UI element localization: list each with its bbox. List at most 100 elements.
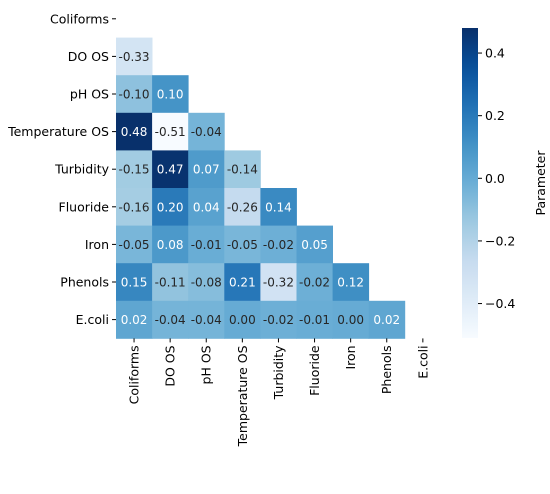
cell-value-label: 0.00 (337, 313, 364, 327)
heatmap-cell (332, 300, 370, 339)
heatmap-cell (116, 112, 153, 151)
heatmap-cell (116, 263, 153, 302)
x-tick-label: Turbidity (271, 345, 286, 401)
heatmap-cell (224, 300, 261, 339)
cell-value-label: 0.20 (157, 200, 184, 214)
cell-value-label: -0.08 (191, 276, 222, 290)
x-tick-label: DO OS (163, 345, 178, 386)
x-tick-label: Phenols (379, 345, 394, 394)
heatmap-cell (188, 188, 225, 226)
cell-value-label: -0.14 (227, 163, 258, 177)
heatmap-cell (152, 300, 189, 339)
x-tick-label: Fluoride (307, 345, 322, 396)
cell-value-label: -0.15 (119, 163, 150, 177)
cell-value-label: 0.02 (121, 313, 148, 327)
colorbar: 0.4 0.2 0.0 −0.2 −0.4 Parameter (462, 28, 548, 338)
cell-value-label: -0.04 (191, 313, 222, 327)
colorbar-tick-label: 0.4 (485, 46, 505, 61)
heatmap-cell (260, 225, 297, 264)
heatmap-cell (188, 150, 225, 189)
heatmap-cell (152, 150, 189, 189)
heatmap-cell (152, 263, 189, 302)
y-tick-label: E.coli (76, 312, 109, 327)
cell-value-label: -0.04 (155, 313, 186, 327)
heatmap-cell (260, 263, 297, 302)
heatmap-cell (116, 37, 153, 76)
cell-value-label: -0.01 (191, 238, 222, 252)
heatmap-cell (332, 263, 370, 302)
cell-value-label: 0.00 (229, 313, 256, 327)
x-tick-label: E.coli (415, 345, 430, 378)
cell-value-label: 0.12 (337, 276, 364, 290)
cell-value-label: -0.10 (119, 88, 150, 102)
heatmap-cell (296, 263, 333, 302)
y-tick-label: Temperature OS (7, 124, 109, 139)
cell-value-label: -0.02 (299, 276, 330, 290)
heatmap-cell (116, 188, 153, 226)
colorbar-tick-label: 0.2 (485, 108, 505, 123)
heatmap-cell (152, 225, 189, 264)
y-tick-labels: Coliforms DO OS pH OS Temperature OS Turbidi… (7, 11, 116, 327)
cell-value-label: -0.33 (119, 50, 150, 64)
x-tick-label: pH OS (199, 345, 214, 384)
cell-value-label: 0.15 (121, 276, 148, 290)
x-tick-label: Temperature OS (235, 345, 250, 447)
heatmap-cell (116, 225, 153, 264)
x-tick-labels: Coliforms DO OS pH OS Temperature OS Turbidi… (127, 338, 430, 447)
cell-value-label: -0.05 (119, 238, 150, 252)
cell-value-label: 0.47 (157, 163, 184, 177)
cell-value-label: -0.02 (263, 238, 294, 252)
cell-value-label: -0.02 (263, 313, 294, 327)
colorbar-tick-label: −0.4 (485, 296, 515, 311)
y-tick-label: Turbidity (54, 162, 110, 177)
y-tick-label: Iron (85, 237, 109, 252)
heatmap-cell (116, 75, 153, 114)
y-tick-label: Phenols (60, 275, 109, 290)
colorbar-tick-label: 0.0 (485, 171, 505, 186)
cell-value-label: -0.01 (299, 313, 330, 327)
x-tick-label: Iron (343, 345, 358, 369)
heatmap-cell (116, 150, 153, 189)
cell-value-label: 0.04 (193, 200, 220, 214)
cell-value-label: 0.10 (157, 88, 184, 102)
heatmap-cells: -0.33 -0.10 0.10 0.48 -0.51 -0.04 -0.15 0.47 0.0… (116, 37, 406, 339)
cell-value-label: 0.48 (121, 125, 148, 139)
heatmap-cell (296, 225, 333, 264)
heatmap-cell (296, 300, 333, 339)
heatmap-cell (260, 188, 297, 226)
cell-value-label: 0.21 (229, 276, 256, 290)
y-tick-label: Coliforms (50, 11, 109, 26)
cell-value-label: 0.02 (373, 313, 400, 327)
cell-value-label: 0.05 (301, 238, 328, 252)
heatmap-cell (224, 188, 261, 226)
heatmap-cell (188, 263, 225, 302)
heatmap-cell (152, 75, 189, 114)
cell-value-label: 0.07 (193, 163, 220, 177)
y-tick-label: pH OS (70, 87, 109, 102)
colorbar-label: Parameter (533, 150, 548, 216)
heatmap-cell (188, 300, 225, 339)
cell-value-label: 0.08 (157, 238, 184, 252)
y-tick-label: Fluoride (59, 199, 110, 214)
y-tick-label: DO OS (68, 49, 109, 64)
heatmap-cell (368, 300, 406, 339)
heatmap-cell (224, 263, 261, 302)
heatmap-cell (224, 225, 261, 264)
heatmap-cell (116, 300, 153, 339)
colorbar-gradient (462, 28, 478, 338)
heatmap-cell (260, 300, 297, 339)
heatmap-cell (188, 225, 225, 264)
cell-value-label: -0.26 (227, 200, 258, 214)
colorbar-tick-label: −0.2 (485, 233, 515, 248)
heatmap-cell (152, 112, 189, 151)
heatmap-cell (224, 150, 261, 189)
cell-value-label: 0.14 (265, 200, 292, 214)
cell-value-label: -0.11 (155, 276, 186, 290)
cell-value-label: -0.05 (227, 238, 258, 252)
x-tick-label: Coliforms (127, 345, 142, 404)
heatmap-cell (188, 112, 225, 151)
cell-value-label: -0.04 (191, 125, 222, 139)
cell-value-label: -0.16 (119, 200, 150, 214)
heatmap-cell (152, 188, 189, 226)
